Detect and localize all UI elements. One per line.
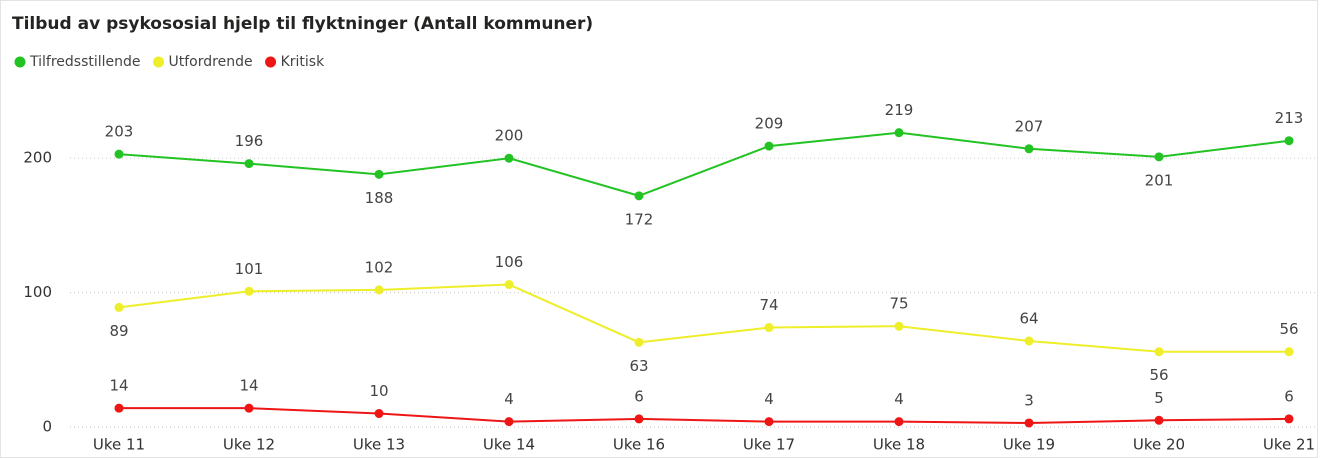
- x-tick-label: Uke 20: [1133, 436, 1185, 454]
- data-point: [504, 280, 514, 290]
- data-label: 14: [109, 377, 128, 395]
- series-line: [118, 131, 1290, 197]
- data-point: [244, 286, 254, 296]
- x-tick-label: Uke 14: [483, 436, 535, 454]
- data-label: 219: [885, 101, 914, 119]
- legend-marker: [265, 56, 277, 68]
- data-label: 209: [755, 115, 784, 133]
- data-label: 75: [889, 295, 908, 313]
- data-point: [1154, 347, 1164, 357]
- x-tick-label: Uke 13: [353, 436, 405, 454]
- x-tick-label: Uke 16: [613, 436, 665, 454]
- data-point: [1284, 414, 1294, 424]
- data-point: [1284, 136, 1294, 146]
- x-tick-label: Uke 17: [743, 436, 795, 454]
- x-tick-label: Uke 18: [873, 436, 925, 454]
- x-tick-label: Uke 12: [223, 436, 275, 454]
- x-tick-label: Uke 19: [1003, 436, 1055, 454]
- y-tick-label: 200: [23, 149, 52, 167]
- data-point: [1024, 336, 1034, 346]
- data-label: 4: [504, 390, 514, 408]
- data-point: [504, 153, 514, 163]
- data-point: [244, 403, 254, 413]
- data-label: 213: [1275, 109, 1304, 127]
- data-label: 172: [625, 210, 654, 228]
- x-tick-label: Uke 21: [1263, 436, 1315, 454]
- data-point: [374, 169, 384, 179]
- data-point: [1154, 152, 1164, 162]
- legend-marker: [14, 56, 26, 68]
- data-label: 207: [1015, 117, 1044, 135]
- y-tick-label: 100: [23, 283, 52, 301]
- data-label: 56: [1149, 366, 1168, 384]
- data-label: 6: [634, 387, 644, 405]
- data-label: 63: [629, 357, 648, 375]
- data-label: 4: [764, 390, 774, 408]
- data-point: [374, 409, 384, 419]
- data-point: [764, 417, 774, 427]
- legend-label: Utfordrende: [169, 54, 253, 70]
- data-point: [1284, 347, 1294, 357]
- data-label: 64: [1019, 309, 1038, 327]
- chart-title: Tilbud av psykososial hjelp til flyktnin…: [12, 14, 593, 34]
- data-label: 10: [369, 382, 388, 400]
- data-point: [114, 403, 124, 413]
- data-point: [1154, 415, 1164, 425]
- data-point: [894, 417, 904, 427]
- data-point: [894, 128, 904, 138]
- legend-label: Kritisk: [281, 54, 325, 70]
- data-point: [1024, 418, 1034, 428]
- x-tick-label: Uke 11: [93, 436, 145, 454]
- data-label: 4: [894, 390, 904, 408]
- data-label: 196: [235, 132, 264, 150]
- data-label: 3: [1024, 391, 1034, 409]
- data-label: 188: [365, 189, 394, 207]
- data-point: [374, 285, 384, 295]
- data-point: [634, 337, 644, 347]
- data-point: [764, 323, 774, 333]
- data-point: [894, 321, 904, 331]
- data-point: [244, 159, 254, 169]
- data-label: 102: [365, 258, 394, 276]
- data-label: 56: [1279, 320, 1298, 338]
- data-label: 14: [239, 377, 258, 395]
- data-label: 101: [235, 260, 264, 278]
- data-point: [504, 417, 514, 427]
- data-point: [634, 191, 644, 201]
- data-point: [634, 414, 644, 424]
- data-label: 106: [495, 253, 524, 271]
- legend-marker: [153, 56, 165, 68]
- data-point: [1024, 144, 1034, 154]
- legend-label: Tilfredsstillende: [29, 54, 141, 70]
- data-label: 89: [109, 322, 128, 340]
- data-label: 74: [759, 296, 778, 314]
- data-point: [114, 302, 124, 312]
- series-line: [118, 283, 1289, 353]
- data-point: [114, 149, 124, 159]
- data-label: 6: [1284, 387, 1294, 405]
- data-label: 201: [1145, 171, 1174, 189]
- data-label: 203: [105, 123, 134, 141]
- data-point: [764, 141, 774, 151]
- y-tick-label: 0: [42, 418, 52, 436]
- data-label: 200: [495, 127, 524, 145]
- series-line: [119, 407, 1290, 424]
- data-label: 5: [1154, 389, 1164, 407]
